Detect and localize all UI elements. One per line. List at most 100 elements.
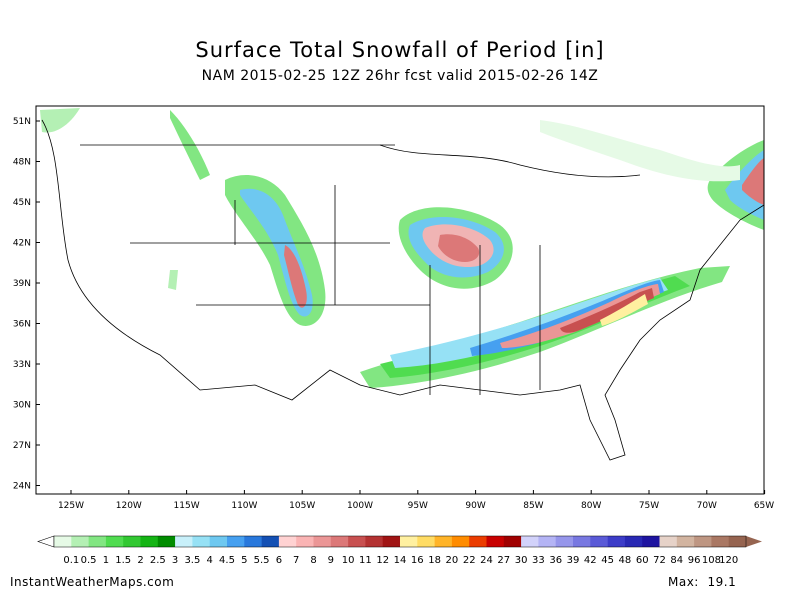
legend-swatch (278, 536, 297, 547)
legend-swatch (348, 536, 366, 547)
lon-label: 105W (289, 501, 315, 511)
legend-label: 48 (619, 555, 632, 566)
legend-label: 96 (688, 555, 701, 566)
lon-label: 75W (639, 501, 659, 511)
legend-swatch (624, 536, 643, 547)
legend-swatch (123, 536, 141, 547)
legend-label: 108 (702, 555, 721, 566)
lat-label: 48N (13, 158, 31, 168)
map-subtitle: NAM 2015-02-25 12Z 26hr fcst valid 2015-… (201, 68, 599, 84)
legend-swatch (209, 536, 228, 547)
lat-label: 30N (13, 401, 31, 411)
legend-swatch (88, 536, 107, 547)
legend-swatch (54, 536, 72, 547)
legend-swatch (296, 536, 314, 547)
legend-label: 12 (376, 555, 389, 566)
lat-label: 45N (13, 198, 31, 208)
legend-label: 3 (172, 555, 178, 566)
legend-swatch (157, 536, 176, 547)
latitude-labels: 51N 48N 45N 42N 39N 36N 33N 30N 27N 24N (13, 117, 40, 492)
legend-swatch (607, 536, 626, 547)
plot-frame (35, 105, 765, 495)
legend-swatch (659, 536, 678, 547)
longitude-labels: 125W 120W 115W 110W 105W 100W 95W 90W 85W 80W 75W 7… (58, 490, 774, 511)
lon-label: 70W (697, 501, 717, 511)
legend-swatch (573, 536, 591, 547)
max-label: Max: (668, 575, 708, 589)
legend-label: 27 (497, 555, 510, 566)
legend-swatch (469, 536, 487, 547)
legend-swatch (400, 536, 418, 547)
legend-swatch (555, 536, 574, 547)
legend-swatch (694, 536, 712, 547)
lat-label: 33N (13, 360, 31, 370)
legend-swatch (192, 536, 210, 547)
legend-label: 20 (446, 555, 459, 566)
legend-label: 9 (328, 555, 334, 566)
lat-label: 36N (13, 320, 31, 330)
lon-label: 125W (58, 501, 84, 511)
max-value: 19.1 (707, 575, 737, 589)
lon-label: 100W (347, 501, 373, 511)
legend-label: 6 (276, 555, 282, 566)
legend-label: 84 (670, 555, 683, 566)
legend-swatch (451, 536, 470, 547)
legend-swatch (227, 536, 245, 547)
lon-label: 65W (754, 501, 774, 511)
legend-label: 1 (103, 555, 109, 566)
lat-label: 42N (13, 239, 31, 249)
legend-swatch (417, 536, 435, 547)
legend-label: 18 (428, 555, 441, 566)
credit-text: InstantWeatherMaps.com (10, 575, 175, 589)
legend-swatch (330, 536, 349, 547)
legend-label: 11 (359, 555, 372, 566)
lon-label: 110W (231, 501, 257, 511)
legend-outline (53, 535, 747, 548)
legend-swatch (728, 536, 747, 547)
legend-label: 4.5 (219, 555, 235, 566)
legend-label: 0.1 (63, 555, 79, 566)
map-title: Surface Total Snowfall of Period [in] (195, 38, 605, 62)
lat-label: 27N (13, 441, 31, 451)
legend-label: 36 (549, 555, 562, 566)
legend-label: 14 (394, 555, 407, 566)
legend-swatch (105, 536, 124, 547)
color-legend: 0.1 0.5 1 1.5 2 2.5 3 3.5 4 4.5 5 5.5 6 7 8 9 10 11 12 14 16… (37, 535, 762, 566)
legend-swatch (590, 536, 608, 547)
legend-label: 1.5 (115, 555, 131, 566)
legend-label: 33 (532, 555, 545, 566)
legend-swatch (711, 536, 729, 547)
legend-label: 45 (601, 555, 614, 566)
lon-label: 80W (581, 501, 601, 511)
snowfall-field (40, 108, 764, 388)
legend-label: 3.5 (184, 555, 200, 566)
legend-swatch (261, 536, 280, 547)
legend-swatch (244, 536, 262, 547)
lat-label: 39N (13, 279, 31, 289)
legend-swatch (365, 536, 383, 547)
legend-label: 24 (480, 555, 493, 566)
legend-label: 60 (636, 555, 649, 566)
legend-swatch (486, 536, 505, 547)
legend-swatch (642, 536, 660, 547)
lon-label: 85W (523, 501, 543, 511)
legend-swatch (140, 536, 159, 547)
lon-label: 120W (116, 501, 142, 511)
legend-label: 16 (411, 555, 424, 566)
legend-label: 22 (463, 555, 476, 566)
lon-label: 95W (408, 501, 428, 511)
lon-label: 115W (174, 501, 200, 511)
legend-swatch (175, 536, 193, 547)
legend-swatch (538, 536, 556, 547)
legend-label: 2.5 (150, 555, 166, 566)
legend-swatch (434, 536, 453, 547)
legend-label: 72 (653, 555, 666, 566)
legend-swatch (313, 536, 332, 547)
legend-label: 7 (293, 555, 299, 566)
legend-swatch (676, 536, 695, 547)
legend-swatch (71, 536, 89, 547)
legend-label: 5 (241, 555, 247, 566)
legend-label: 120 (719, 555, 738, 566)
legend-swatch (503, 536, 522, 547)
